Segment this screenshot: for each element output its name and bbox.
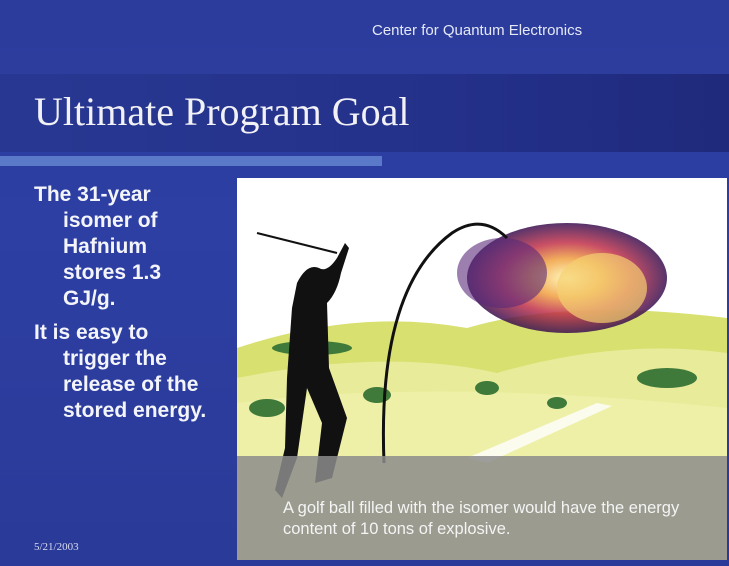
slide: Center for Quantum Electronics Ultimate … xyxy=(0,0,729,566)
page: Center for Quantum Electronics Ultimate … xyxy=(0,0,729,566)
bullet: The 31-year isomer of Hafnium stores 1.3… xyxy=(34,182,212,312)
figure-caption: A golf ball filled with the isomer would… xyxy=(283,498,727,540)
organization: Center for Quantum Electronics xyxy=(372,22,582,39)
slide-title: Ultimate Program Goal xyxy=(34,88,409,135)
bullet-list: The 31-year isomer of Hafnium stores 1.3… xyxy=(34,182,212,432)
slide-date: 5/21/2003 xyxy=(34,541,79,553)
bullet: It is easy to trigger the release of the… xyxy=(34,320,212,424)
accent-bar xyxy=(0,156,382,166)
